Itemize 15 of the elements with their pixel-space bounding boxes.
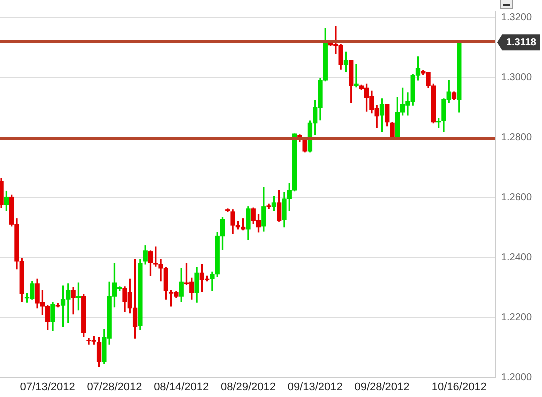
x-tick-label: 08/29/2012 [220,381,276,394]
y-tick-label: 1.2800 [501,132,532,144]
x-tick-label: 07/13/2012 [20,381,76,394]
y-tick-label: 1.2000 [501,372,532,384]
y-tick-label: 1.3200 [501,12,532,24]
x-tick-label: 09/13/2012 [288,381,343,394]
x-tick-label: 10/16/2012 [432,381,487,394]
y-tick-label: 1.2200 [501,312,532,324]
x-tick-label: 08/14/2012 [154,381,210,394]
x-tick-label: 09/28/2012 [354,381,410,394]
y-tick-label: 1.2600 [501,192,532,204]
y-tick-label: 1.3000 [501,72,532,84]
ref-line-label: 1.3118 [506,37,537,48]
y-tick-label: 1.2400 [501,252,532,264]
x-tick-label: 07/28/2012 [87,381,142,394]
